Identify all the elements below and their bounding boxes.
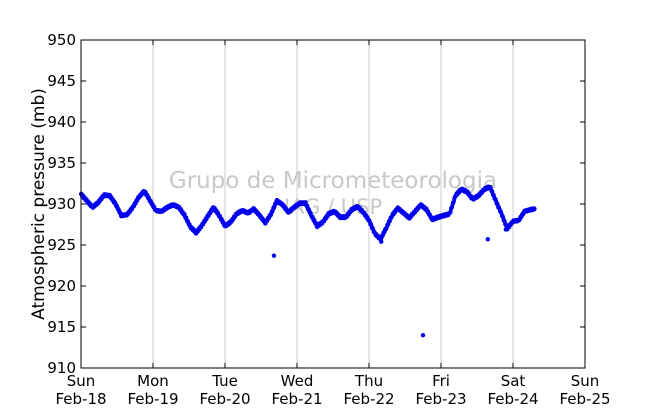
x-tick-label-day: Thu <box>354 372 383 390</box>
x-tick-label-day: Mon <box>137 372 169 390</box>
data-points <box>79 184 537 338</box>
x-tick-label-day: Sun <box>571 372 600 390</box>
x-tick-label-date: Feb-25 <box>559 390 610 408</box>
x-tick-label-day: Sat <box>501 372 526 390</box>
y-tick-label: 925 <box>47 236 76 254</box>
x-tick-label-date: Feb-21 <box>271 390 322 408</box>
data-point-outlier <box>420 333 426 338</box>
watermark-line-1: Grupo de Micrometeorologia <box>169 168 497 194</box>
data-point-outlier <box>379 239 384 244</box>
x-tick-label-day: Fri <box>432 372 450 390</box>
y-tick-label: 930 <box>47 195 76 213</box>
x-axis: SunFeb-18MonFeb-19TueFeb-20WedFeb-21ThuF… <box>55 40 611 408</box>
x-tick-label-date: Feb-22 <box>343 390 394 408</box>
data-point-outlier <box>271 253 277 258</box>
x-tick-label-date: Feb-20 <box>199 390 250 408</box>
x-tick-label-day: Tue <box>211 372 238 390</box>
y-axis-label: Atmospheric pressure (mb) <box>29 88 49 320</box>
y-tick-label: 920 <box>47 277 76 295</box>
x-tick-label-date: Feb-18 <box>55 390 106 408</box>
y-tick-label: 935 <box>47 154 76 172</box>
y-tick-label: 915 <box>47 318 76 336</box>
x-tick-label-day: Sun <box>67 372 96 390</box>
data-point <box>532 206 537 211</box>
x-tick-label-date: Feb-23 <box>415 390 466 408</box>
x-tick-label-day: Wed <box>281 372 314 390</box>
x-tick-label-date: Feb-19 <box>127 390 178 408</box>
y-tick-label: 910 <box>47 359 76 377</box>
y-tick-label: 945 <box>47 72 76 90</box>
y-tick-label: 940 <box>47 113 76 131</box>
data-point-outlier <box>485 237 490 242</box>
y-tick-label: 950 <box>47 31 76 49</box>
x-tick-label-date: Feb-24 <box>487 390 538 408</box>
y-axis: 910 915 920 925 930 935 940 945 950 <box>47 31 585 377</box>
data-point-outlier <box>503 227 508 232</box>
